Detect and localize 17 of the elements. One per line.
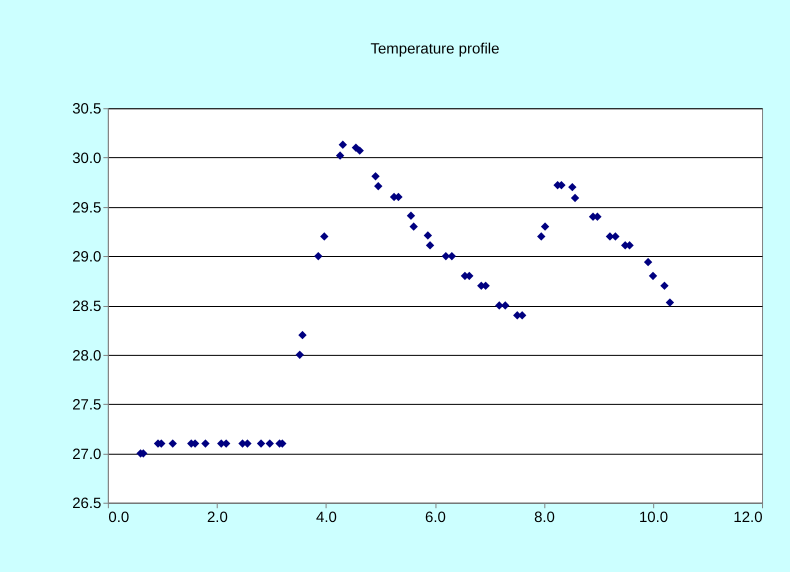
- y-tick-label: 27.0: [72, 446, 102, 463]
- y-tick-label: 27.5: [72, 396, 102, 414]
- x-tick-label: 0.0: [108, 509, 130, 526]
- chart-title: Temperature profile: [370, 40, 500, 58]
- y-tick-label: 30.5: [72, 100, 102, 118]
- x-tick-label: 8.0: [534, 509, 555, 526]
- x-tick-label: 6.0: [425, 509, 446, 526]
- x-tick-label: 10.0: [638, 509, 668, 526]
- y-tick-label: 30.0: [72, 150, 102, 168]
- x-tick-label: 12.0: [733, 509, 763, 526]
- y-tick-label: 28.5: [72, 298, 102, 315]
- y-tick-label: 26.5: [72, 495, 102, 512]
- y-tick-label: 29.0: [72, 248, 102, 266]
- y-tick-label: 29.5: [72, 199, 102, 216]
- y-tick-label: 28.0: [72, 347, 102, 364]
- x-tick-label: 2.0: [206, 509, 228, 526]
- x-tick-label: 4.0: [316, 509, 337, 526]
